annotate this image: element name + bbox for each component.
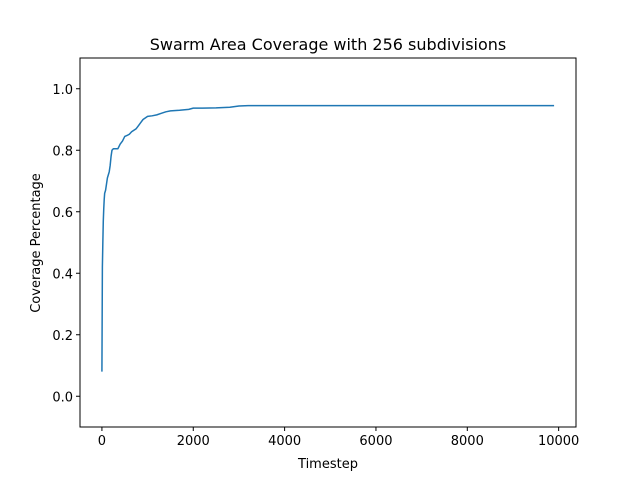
y-tick-label: 0.2 <box>52 329 73 344</box>
x-tick-label: 4000 <box>268 434 301 449</box>
x-tick-label: 6000 <box>359 434 392 449</box>
x-tick-label: 2000 <box>177 434 210 449</box>
y-tick-label: 1.0 <box>52 83 73 98</box>
x-tick-label: 8000 <box>451 434 484 449</box>
axes-frame <box>79 57 577 428</box>
y-tick-label: 0.8 <box>52 144 73 159</box>
y-tick-label: 0.0 <box>52 390 73 405</box>
x-tick-label: 10000 <box>538 434 579 449</box>
chart-title: Swarm Area Coverage with 256 subdivision… <box>150 35 507 54</box>
y-axis-label: Coverage Percentage <box>29 173 44 313</box>
plot-area: 0 2000 4000 6000 8000 10000 0.0 0.2 0.4 0.6 0.8 1.0 <box>52 57 579 449</box>
x-axis-label: Timestep <box>297 457 358 472</box>
y-tick-label: 0.6 <box>52 206 73 221</box>
series-line-0 <box>101 104 555 372</box>
x-tick-label: 0 <box>98 434 106 449</box>
y-tick-label: 0.4 <box>52 267 73 282</box>
